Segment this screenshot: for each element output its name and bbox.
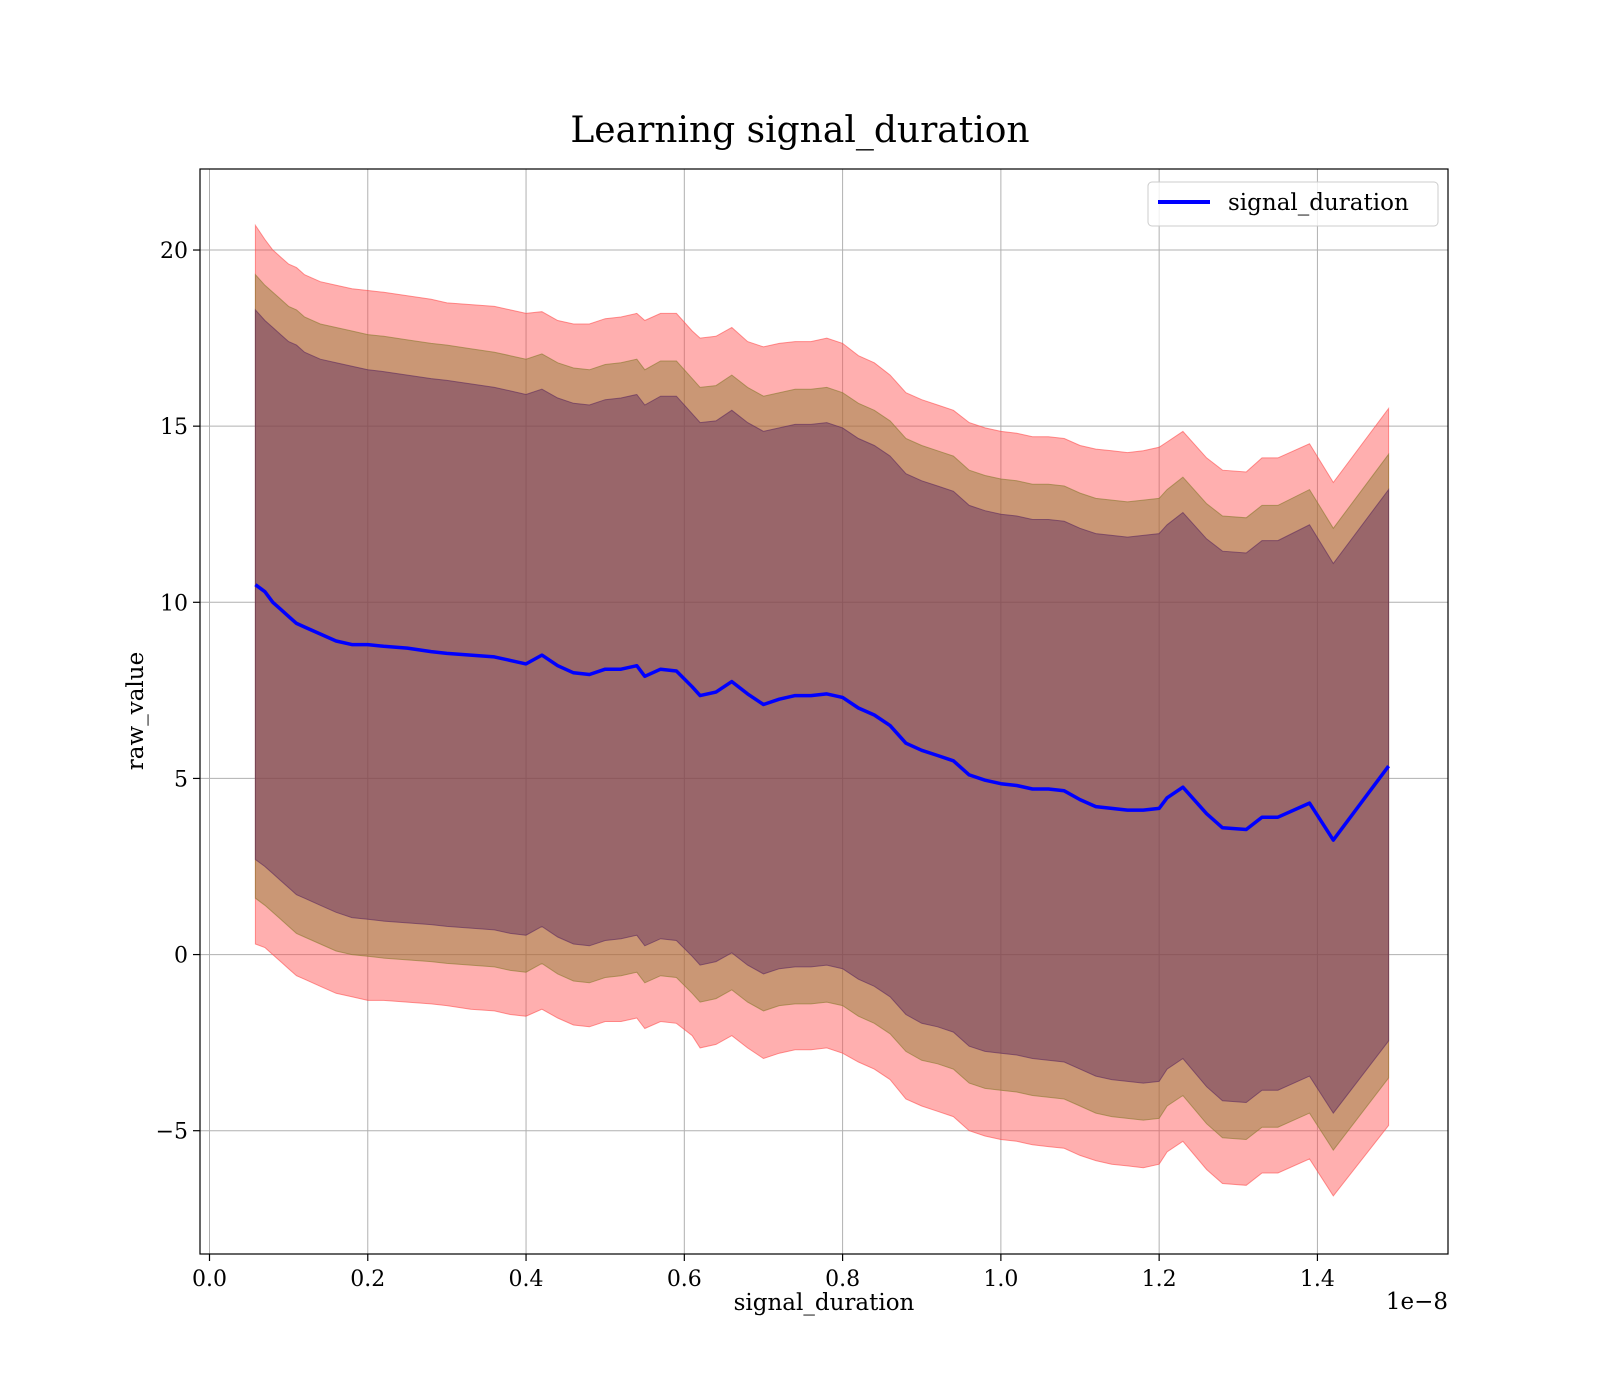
confidence-band-1	[254, 273, 1390, 1151]
x-tick-label: 0.6	[667, 1267, 702, 1292]
grid-y	[200, 249, 1448, 1132]
y-tick-label: 15	[160, 415, 188, 440]
x-tick-label: 1.4	[1300, 1267, 1335, 1292]
x-tick-label: 0.8	[825, 1267, 860, 1292]
plot-frame	[199, 168, 1449, 1255]
x-offset-label: 1e−8	[1386, 1289, 1448, 1315]
y-tick-label: 5	[174, 767, 188, 792]
y-tick-label: 10	[160, 591, 188, 616]
x-tick-label: 0.4	[509, 1267, 544, 1292]
x-ticks: 0.0 0.2 0.4 0.6 0.8 1.0 1.2 1.4	[192, 1254, 1335, 1292]
legend-label: signal_duration	[1228, 190, 1409, 216]
grid-x	[208, 169, 1318, 1254]
x-tick-label: 0.0	[192, 1267, 227, 1292]
legend-box	[1147, 181, 1439, 227]
confidence-bands	[254, 223, 1390, 1197]
series-lines	[254, 583, 1391, 842]
x-axis-label: signal_duration	[734, 1290, 915, 1316]
legend: signal_duration	[1147, 181, 1439, 227]
chart-title: Learning signal_duration	[570, 110, 1029, 151]
x-tick-label: 0.2	[350, 1267, 385, 1292]
series-line-signal_duration	[254, 583, 1391, 842]
y-tick-label: 20	[160, 239, 188, 264]
x-tick-label: 1.2	[1142, 1267, 1177, 1292]
y-tick-label: 0	[174, 944, 188, 969]
confidence-band-2	[254, 308, 1390, 1114]
y-ticks: −5 0 5 10 15 20	[156, 239, 200, 1145]
confidence-band-0	[254, 223, 1390, 1197]
y-axis-label: raw_value	[123, 652, 149, 770]
y-tick-label: −5	[156, 1120, 188, 1145]
x-tick-label: 1.0	[983, 1267, 1018, 1292]
